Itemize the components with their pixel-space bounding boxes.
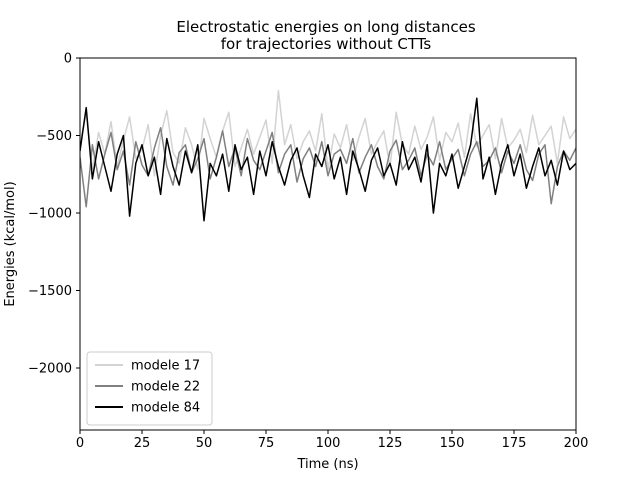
x-axis: 0 25 50 75 100 125 150 175 200: [76, 430, 589, 451]
x-tick-label: 25: [134, 436, 151, 451]
series-line-modele-84: [80, 97, 576, 222]
y-tick-label: −1500: [28, 284, 72, 299]
legend: modele 17 modele 22 modele 84: [86, 351, 213, 426]
y-tick-label: −500: [36, 129, 72, 144]
y-tick-label: −1000: [28, 207, 72, 222]
legend-label: modele 22: [131, 380, 200, 395]
series-layer: [80, 89, 576, 222]
chart-title-line2: for trajectories without CTTs: [221, 35, 432, 53]
x-tick-label: 100: [316, 436, 341, 451]
legend-label: modele 17: [131, 359, 200, 374]
y-axis: 0 −500 −1000 −1500 −2000: [28, 52, 80, 377]
x-tick-label: 50: [196, 436, 213, 451]
x-tick-label: 125: [378, 436, 403, 451]
x-tick-label: 175: [502, 436, 527, 451]
series-line-modele-17: [80, 89, 576, 177]
x-tick-label: 0: [76, 436, 84, 451]
y-tick-label: 0: [64, 52, 72, 67]
x-tick-label: 75: [258, 436, 275, 451]
x-axis-label: Time (ns): [296, 457, 358, 472]
legend-label: modele 84: [131, 401, 200, 416]
chart-title-line1: Electrostatic energies on long distances: [176, 18, 475, 36]
y-axis-label: Energies (kcal/mol): [3, 181, 18, 306]
x-tick-label: 200: [564, 436, 589, 451]
y-tick-label: −2000: [28, 362, 72, 377]
x-tick-label: 150: [440, 436, 465, 451]
series-line-modele-22: [80, 127, 576, 208]
